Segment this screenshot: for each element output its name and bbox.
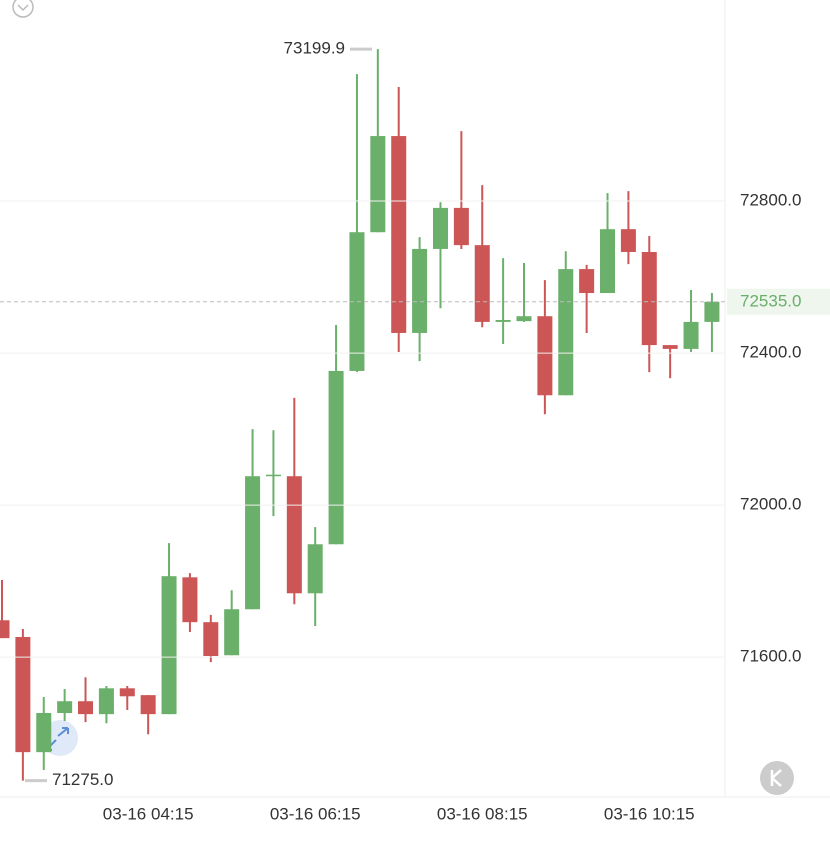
candle-body: [600, 229, 616, 294]
last-price-label: 72535.0: [740, 291, 801, 310]
y-tick-label: 71600.0: [740, 647, 801, 666]
max-marker-label: 73199.9: [284, 39, 345, 58]
candle-body: [641, 251, 657, 346]
candle-body: [704, 301, 720, 322]
candle-body: [474, 245, 490, 322]
candle-body: [495, 320, 511, 322]
min-marker-label: 71275.0: [52, 770, 113, 789]
candle-body: [432, 207, 448, 249]
candle-body: [370, 136, 386, 233]
x-tick-label: 03-16 08:15: [437, 804, 528, 823]
candle-body: [286, 476, 302, 594]
candle-body: [620, 229, 636, 252]
candle-body: [245, 476, 261, 610]
candle-body: [516, 316, 532, 322]
kline-button[interactable]: [760, 761, 794, 795]
candle-body: [558, 269, 574, 396]
x-tick-label: 03-16 04:15: [103, 804, 194, 823]
x-tick-label: 03-16 06:15: [270, 804, 361, 823]
candle-body: [36, 713, 52, 753]
candle-body: [140, 695, 156, 715]
candle-body: [78, 701, 94, 715]
candle-body: [453, 207, 469, 246]
candle-body: [307, 544, 323, 594]
collapse-button[interactable]: [12, 0, 34, 18]
y-tick-label: 72800.0: [740, 191, 801, 210]
candle-body: [203, 622, 219, 656]
candle-body: [537, 316, 553, 396]
candle-body: [328, 370, 344, 545]
y-tick-label: 72400.0: [740, 343, 801, 362]
candle-body: [15, 636, 31, 753]
candle-body: [265, 474, 281, 477]
candle-body: [412, 248, 428, 333]
candle-body: [579, 269, 595, 294]
candle-body: [683, 321, 699, 349]
candle-body: [182, 577, 198, 623]
x-tick-label: 03-16 10:15: [604, 804, 695, 823]
last-price-box: [727, 288, 830, 315]
candle-body: [349, 232, 365, 371]
candle-body: [57, 701, 73, 714]
candle-body: [98, 688, 114, 715]
candle-body: [224, 609, 240, 656]
candle-body: [0, 620, 10, 639]
candle-body: [161, 576, 177, 715]
candle-body: [391, 136, 407, 333]
candle-body: [119, 688, 135, 697]
plot-area: [0, 49, 720, 781]
candle-body: [662, 345, 678, 349]
y-tick-label: 72000.0: [740, 495, 801, 514]
